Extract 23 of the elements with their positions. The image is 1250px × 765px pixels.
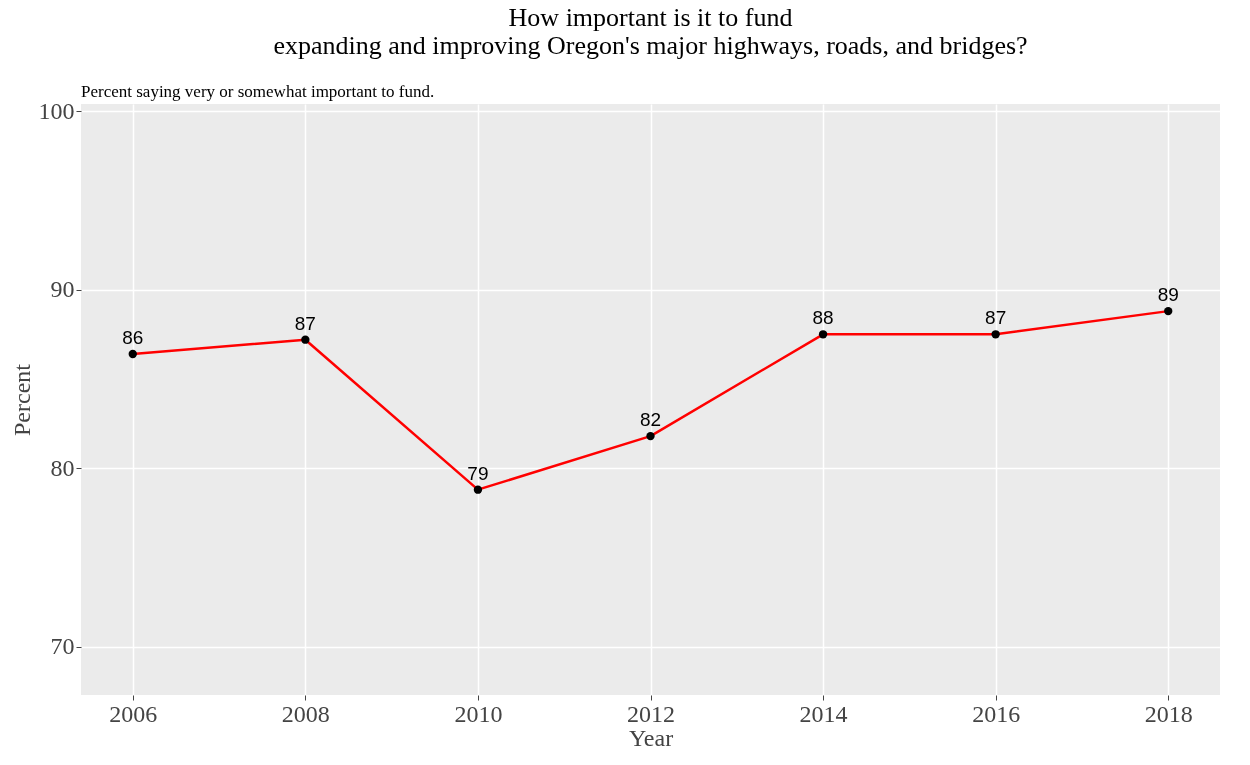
x-tick-label: 2014 xyxy=(799,700,848,727)
y-tick-label: 70 xyxy=(50,633,75,660)
data-label: 88 xyxy=(812,307,834,329)
data-label: 86 xyxy=(122,326,144,348)
x-tick-label: 2010 xyxy=(454,700,503,727)
chart-subtitle: Percent saying very or somewhat important to fund. xyxy=(81,82,435,101)
x-tick-label: 2016 xyxy=(972,700,1021,727)
y-axis-title: Percent xyxy=(8,363,35,436)
text: expanding and improving Oregon's major highways, roads, and bridges? xyxy=(273,31,1028,60)
x-tick-label: 2012 xyxy=(627,700,675,727)
x-axis-title: Year xyxy=(628,724,674,751)
data-label: 82 xyxy=(639,409,662,431)
y-tick-label: 90 xyxy=(50,276,75,303)
data-label: 87 xyxy=(294,312,316,334)
x-tick-label: 2008 xyxy=(281,700,330,727)
x-tick-label: 2018 xyxy=(1144,700,1193,727)
data-label: 89 xyxy=(1157,284,1179,306)
x-tick-label: 2006 xyxy=(109,700,158,727)
data-label: 79 xyxy=(467,462,489,484)
data-label: 87 xyxy=(985,307,1007,329)
y-tick-label: 80 xyxy=(50,454,75,481)
y-tick-label: 100 xyxy=(38,97,75,124)
text: How important is it to fund xyxy=(508,3,793,32)
